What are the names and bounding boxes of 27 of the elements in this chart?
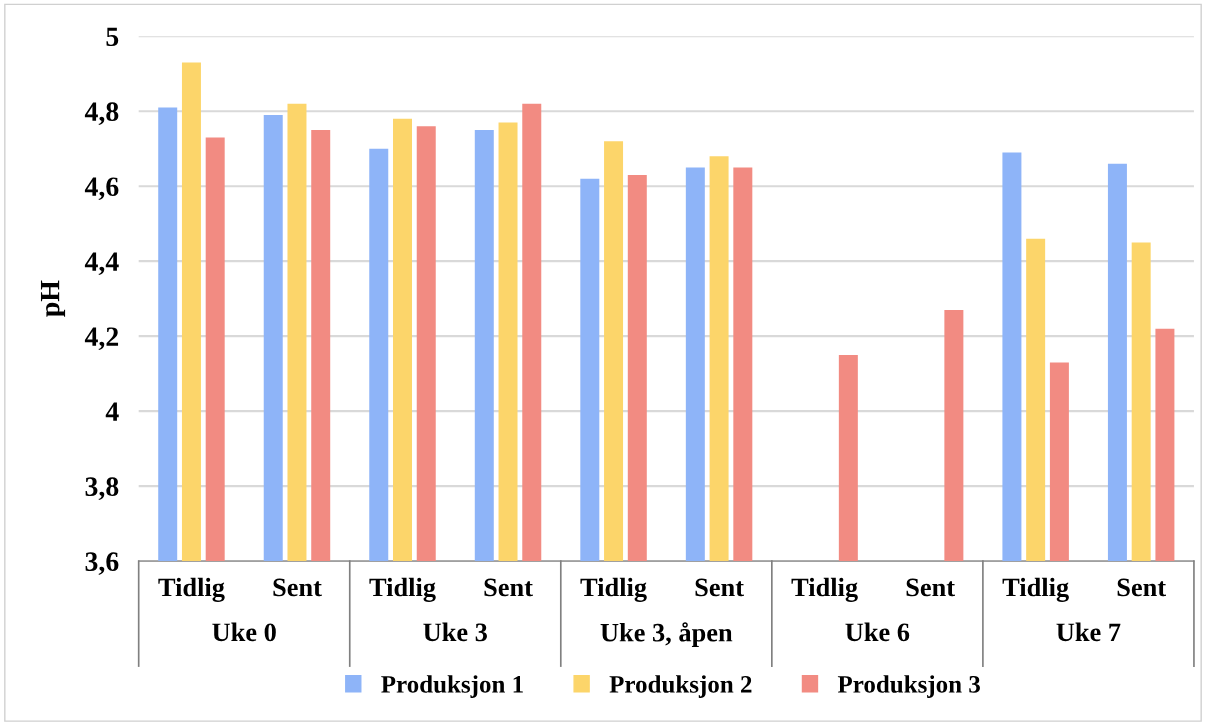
y-tick-label: 5 [106,27,119,47]
text: Uke 0 [212,622,276,642]
y-tick-label: 4,4 [84,252,119,276]
x-tick-label: Tidlig [1002,577,1069,602]
legend-label: Produksjon 2 [609,675,752,698]
x-tick-label: Sent [484,578,533,597]
text: Uke 3 [423,622,487,642]
x-tick-label: Sent [695,578,744,597]
x-tick-label: Sent [906,578,955,597]
legend-label: Produksjon 3 [837,675,980,698]
x-tick-label: Tidlig [580,577,647,602]
y-tick-label: 4 [105,402,119,421]
text: Uke 7 [1056,622,1121,642]
text: Uke 3, åpen [600,622,733,647]
x-tick-label: Sent [1117,578,1166,597]
x-tick-label: Sent [273,578,322,597]
y-tick-label: 3,8 [85,477,119,501]
x-tick-label: Tidlig [791,577,858,602]
x-tick-label: Tidlig [369,577,436,602]
legend-label: Produksjon 1 [381,675,523,698]
y-tick-label: 4,6 [84,177,119,201]
y-tick-label: 3,6 [85,552,119,576]
y-axis-title: pH [40,280,66,317]
text: Uke 6 [845,622,910,642]
y-tick-label: 4,2 [84,327,119,351]
y-tick-label: 4,8 [84,102,119,126]
x-tick-label: Tidlig [158,577,225,602]
